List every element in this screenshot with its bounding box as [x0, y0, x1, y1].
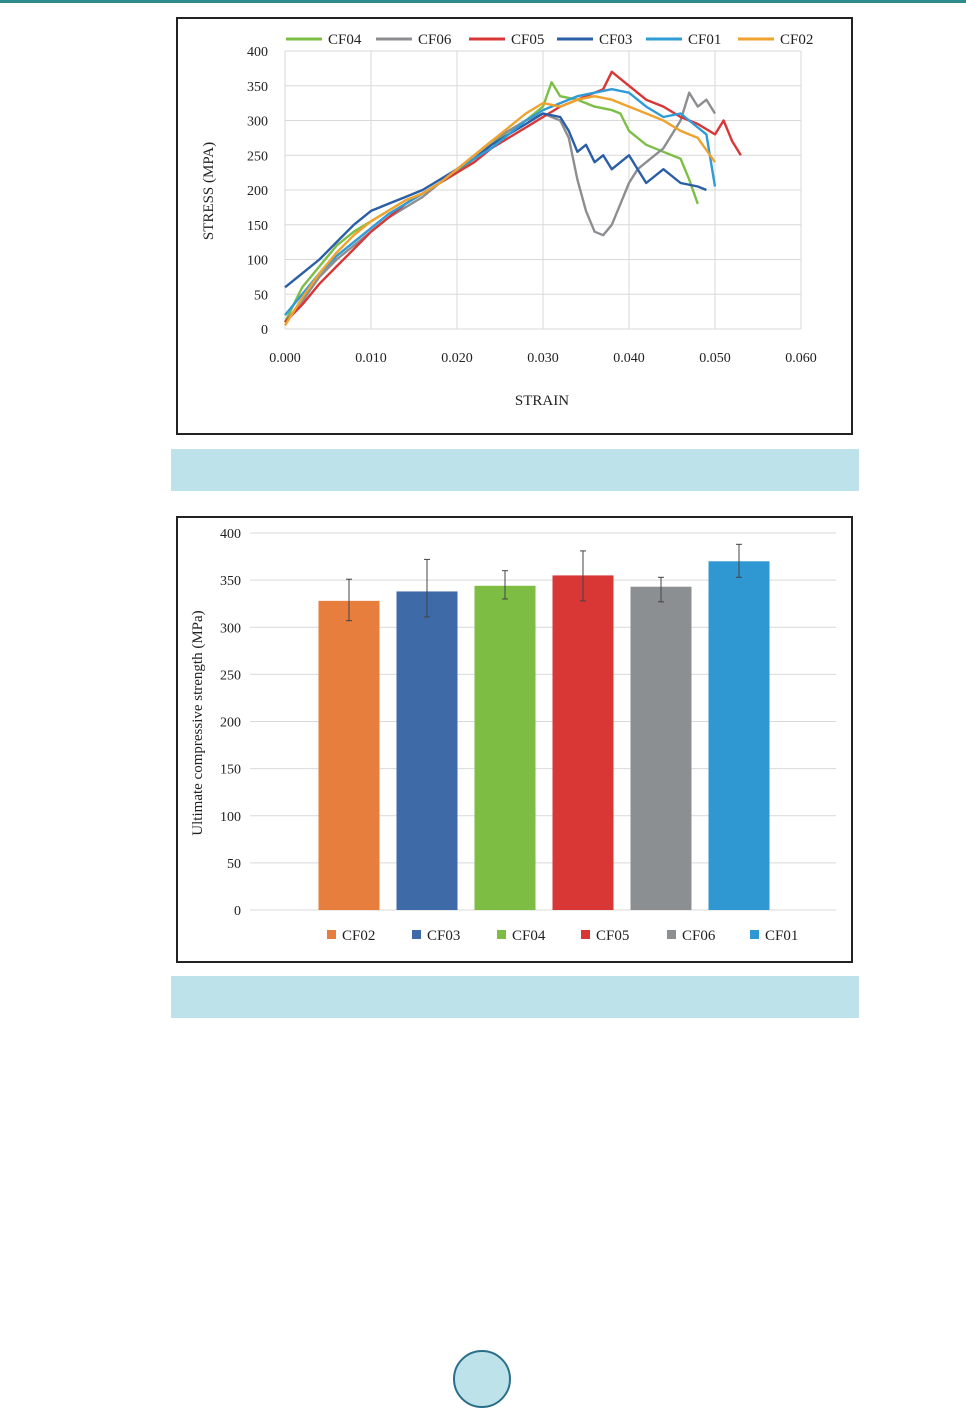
bar-group	[318, 543, 770, 910]
x-tick-label: 0.010	[355, 351, 387, 366]
bar-y-tick-label: 100	[220, 810, 241, 825]
bar-legend-swatch-cf04	[497, 930, 506, 939]
bar-y-tick-label: 150	[220, 763, 241, 778]
x-axis-label: STRAIN	[515, 393, 569, 409]
legend-label-cf04: CF04	[328, 32, 362, 48]
line-grid	[284, 50, 802, 330]
line-legend: CF04 CF06 CF05 CF03 CF01 CF02	[286, 32, 813, 48]
y-tick-label: 0	[261, 323, 268, 338]
bar-legend-label-cf03: CF03	[427, 928, 460, 944]
series-line-cf03	[284, 112, 707, 289]
legend-label-cf05: CF05	[511, 32, 544, 48]
bar-legend-label-cf06: CF06	[682, 928, 716, 944]
legend-label-cf01: CF01	[688, 32, 721, 48]
series-line-cf04	[283, 81, 699, 323]
figure-caption-band-1	[171, 449, 859, 491]
series-line-cf05	[284, 70, 742, 323]
bar-ticks: 0 50 100 150 200 250 300 350 400	[220, 527, 241, 919]
series-line-cf06	[284, 91, 717, 323]
legend-label-cf06: CF06	[418, 32, 452, 48]
legend-label-cf03: CF03	[599, 32, 632, 48]
bar-legend-label-cf05: CF05	[596, 928, 629, 944]
y-tick-label: 150	[247, 219, 268, 234]
bar-cf04	[474, 585, 536, 910]
page-top-rule	[0, 0, 966, 3]
bar-cf02	[318, 600, 380, 910]
stress-strain-chart: 0 50 100 150 200 250 300 350 400 0.000 0.010 0.020 0…	[176, 17, 853, 435]
bar-cf01	[708, 561, 770, 910]
bar-y-tick-label: 0	[234, 904, 241, 919]
x-tick-label: 0.020	[441, 351, 473, 366]
bar-legend-swatch-cf02	[327, 930, 336, 939]
series-line-cf01	[284, 87, 717, 316]
page-number-circle	[453, 1350, 511, 1408]
x-tick-label: 0.030	[527, 351, 559, 366]
bar-y-tick-label: 300	[220, 621, 241, 636]
stress-strain-svg: 0 50 100 150 200 250 300 350 400 0.000 0.010 0.020 0…	[201, 32, 817, 409]
y-tick-label: 300	[247, 115, 268, 130]
bar-y-tick-label: 200	[220, 716, 241, 731]
figure-caption-band-2	[171, 976, 859, 1018]
bar-legend-swatch-cf05	[581, 930, 590, 939]
bar-cf05	[552, 575, 614, 910]
x-tick-label: 0.060	[785, 351, 817, 366]
bar-legend-swatch-cf03	[412, 930, 421, 939]
y-tick-label: 100	[247, 254, 268, 269]
bar-legend-swatch-cf01	[750, 930, 759, 939]
y-tick-label: 50	[254, 288, 268, 303]
bar-legend-swatch-cf06	[667, 930, 676, 939]
bar-y-tick-label: 400	[220, 527, 241, 542]
y-tick-label: 200	[247, 184, 268, 199]
series-line-cf02	[283, 94, 716, 327]
legend-label-cf02: CF02	[780, 32, 813, 48]
y-tick-label: 400	[247, 45, 268, 60]
y-tick-label: 250	[247, 149, 268, 164]
x-tick-label: 0.050	[699, 351, 731, 366]
x-tick-label: 0.040	[613, 351, 645, 366]
compressive-strength-chart: 0 50 100 150 200 250 300 350 400 CF02 CF03 CF04 CF0…	[176, 516, 853, 963]
x-tick-label: 0.000	[269, 351, 301, 366]
bar-y-axis-label: Ultimate compressive strength (MPa)	[190, 610, 206, 835]
bar-cf03	[396, 591, 458, 910]
bar-legend-label-cf04: CF04	[512, 928, 546, 944]
bar-y-tick-label: 250	[220, 668, 241, 683]
bar-y-tick-label: 350	[220, 574, 241, 589]
bar-y-tick-label: 50	[227, 857, 241, 872]
line-ticks: 0 50 100 150 200 250 300 350 400 0.000 0.010 0.020 0…	[247, 45, 817, 366]
line-series-group	[283, 70, 742, 327]
y-tick-label: 350	[247, 80, 268, 95]
y-axis-label: STRESS (MPA)	[201, 142, 217, 240]
bar-legend-label-cf02: CF02	[342, 928, 375, 944]
bar-legend-label-cf01: CF01	[765, 928, 798, 944]
bar-cf06	[630, 586, 692, 910]
bar-legend: CF02 CF03 CF04 CF05 CF06 CF01	[327, 928, 798, 944]
